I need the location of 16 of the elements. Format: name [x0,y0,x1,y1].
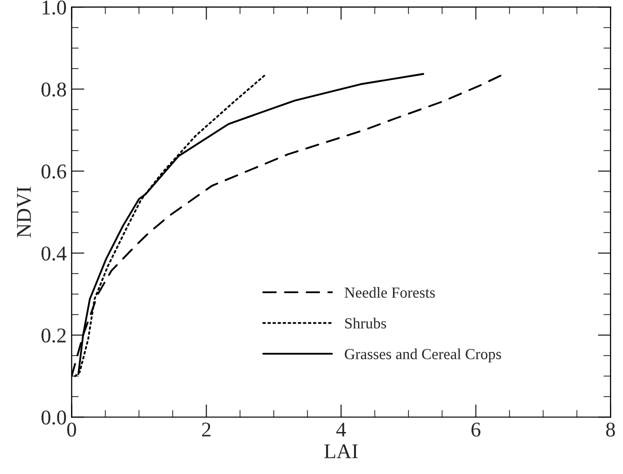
legend-label: Grasses and Cereal Crops [344,348,502,362]
legend-label: Needle Forests [344,287,435,298]
y-tick-label: 0.0 [42,410,66,425]
x-tick-label: 2 [202,422,210,436]
y-axis-title: NDVI [17,186,32,238]
y-tick-label: 0.2 [42,328,66,343]
x-tick-label: 6 [472,422,480,437]
y-tick-label: 0.4 [42,246,66,261]
y-tick-label: 0.6 [42,164,66,179]
y-tick-label: 0.8 [42,82,66,97]
x-tick-label: 4 [336,422,346,436]
y-tick-label: 1.0 [42,0,66,15]
x-tick-label: 0 [67,422,76,437]
x-axis-title: LAI [324,444,358,458]
legend-label: Shrubs [345,318,386,329]
x-tick-label: 8 [606,422,615,437]
